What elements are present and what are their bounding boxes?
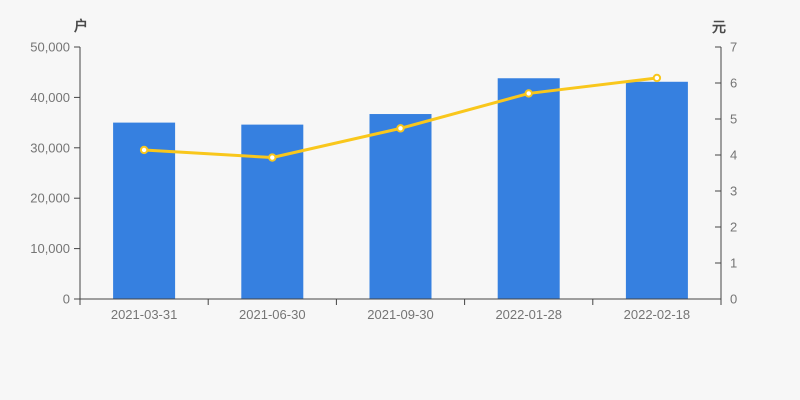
left-axis-tick-label: 40,000: [30, 90, 70, 105]
x-axis-category-label: 2022-01-28: [495, 307, 562, 322]
right-axis-tick-label: 5: [730, 112, 737, 127]
x-axis-category-label: 2021-06-30: [239, 307, 306, 322]
right-axis-tick-label: 4: [730, 148, 737, 163]
bar-2022-01-28: [497, 78, 560, 299]
right-axis-tick-label: 3: [730, 184, 737, 199]
left-axis-tick-label: 10,000: [30, 241, 70, 256]
right-axis-title: 元: [712, 19, 726, 35]
line-point-2021-09-30: [396, 124, 405, 133]
left-axis-tick-label: 30,000: [30, 140, 70, 155]
left-axis-tick-label: 0: [63, 292, 70, 307]
right-axis-tick-label: 0: [730, 292, 737, 307]
line-point-2021-03-31: [139, 145, 149, 155]
bar-2021-06-30: [241, 124, 304, 299]
right-axis-tick-label: 1: [730, 256, 737, 271]
right-axis-tick-label: 6: [730, 76, 737, 91]
line-point-2021-06-30: [268, 153, 277, 162]
x-axis-category-label: 2022-02-18: [624, 307, 691, 322]
x-axis-category-label: 2021-09-30: [367, 307, 434, 322]
left-axis-tick-label: 20,000: [30, 191, 70, 206]
bar-2022-02-18: [625, 81, 688, 299]
x-axis-category-label: 2021-03-31: [111, 307, 178, 322]
line-point-2022-02-18: [652, 73, 662, 83]
right-axis-tick-label: 2: [730, 220, 737, 235]
left-axis-tick-label: 50,000: [30, 40, 70, 55]
right-axis-tick-label: 7: [730, 40, 737, 55]
left-axis-title: 户: [74, 18, 88, 34]
bar-2021-09-30: [369, 114, 432, 299]
line-point-2022-01-28: [524, 89, 533, 98]
